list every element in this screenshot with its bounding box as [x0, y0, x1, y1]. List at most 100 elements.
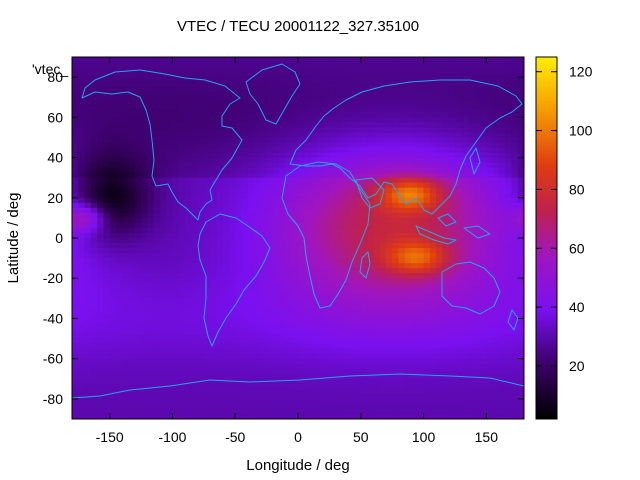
heatmap-cell: [316, 217, 324, 224]
heatmap-cell: [115, 122, 123, 128]
heatmap-cell: [272, 288, 280, 294]
heatmap-cell: [316, 157, 324, 164]
heatmap-cell: [153, 232, 161, 239]
heatmap-cell: [310, 222, 318, 229]
heatmap-cell: [492, 303, 500, 309]
heatmap-cell: [323, 313, 330, 320]
heatmap-cell: [348, 112, 356, 118]
heatmap-cell: [228, 182, 236, 189]
heatmap-cell: [128, 308, 136, 315]
heatmap-cell: [517, 92, 524, 98]
heatmap-cell: [222, 253, 230, 259]
heatmap-cell: [185, 97, 192, 103]
heatmap-cell: [379, 137, 387, 144]
heatmap-cell: [147, 263, 155, 269]
heatmap-cell: [122, 172, 130, 179]
heatmap-cell: [185, 368, 192, 375]
heatmap-cell: [128, 268, 136, 274]
heatmap-cell: [272, 107, 280, 113]
heatmap-cell: [159, 338, 167, 345]
heatmap-cell: [272, 117, 280, 123]
heatmap-cell: [323, 232, 330, 239]
heatmap-cell: [316, 398, 324, 405]
heatmap-cell: [310, 378, 318, 385]
heatmap-cell: [153, 388, 161, 395]
heatmap-cell: [310, 187, 318, 194]
heatmap-cell: [436, 378, 443, 385]
heatmap-cell: [153, 117, 161, 123]
heatmap-cell: [272, 383, 280, 390]
heatmap-cell: [153, 368, 161, 375]
heatmap-cell: [134, 162, 142, 169]
heatmap-cell: [279, 112, 287, 118]
heatmap-cell: [84, 298, 92, 304]
heatmap-cell: [341, 132, 349, 139]
heatmap-cell: [298, 283, 305, 289]
heatmap-cell: [285, 182, 293, 189]
heatmap-cell: [404, 368, 412, 375]
heatmap-cell: [147, 122, 155, 128]
heatmap-cell: [272, 87, 280, 93]
heatmap-cell: [367, 293, 374, 299]
heatmap-cell: [480, 338, 487, 345]
heatmap-cell: [134, 187, 142, 194]
heatmap-cell: [404, 172, 412, 179]
heatmap-cell: [285, 378, 293, 385]
heatmap-cell: [404, 313, 412, 320]
heatmap-cell: [486, 97, 494, 103]
heatmap-cell: [436, 137, 443, 144]
heatmap-cell: [417, 62, 425, 68]
heatmap-cell: [505, 177, 513, 184]
heatmap-cell: [442, 127, 450, 134]
heatmap-cell: [222, 132, 230, 139]
heatmap-cell: [247, 212, 255, 219]
heatmap-cell: [72, 107, 79, 113]
heatmap-cell: [354, 62, 362, 68]
heatmap-cell: [373, 298, 381, 304]
heatmap-cell: [103, 333, 111, 340]
heatmap-cell: [78, 92, 86, 98]
heatmap-cell: [417, 343, 425, 350]
heatmap-cell: [153, 273, 161, 279]
heatmap-cell: [166, 62, 174, 68]
heatmap-cell: [498, 383, 506, 390]
heatmap-cell: [72, 338, 79, 345]
heatmap-cell: [480, 197, 487, 204]
heatmap-cell: [360, 77, 368, 83]
heatmap-cell: [147, 77, 155, 83]
heatmap-cell: [354, 142, 362, 149]
heatmap-cell: [367, 253, 374, 259]
heatmap-cell: [84, 212, 92, 219]
heatmap-cell: [272, 97, 280, 103]
heatmap-cell: [147, 72, 155, 78]
heatmap-cell: [448, 112, 456, 118]
heatmap-cell: [216, 403, 224, 410]
heatmap-cell: [97, 343, 104, 350]
heatmap-cell: [379, 157, 387, 164]
heatmap-cell: [285, 87, 293, 93]
heatmap-cell: [379, 388, 387, 395]
heatmap-cell: [191, 348, 199, 355]
heatmap-cell: [354, 288, 362, 294]
heatmap-cell: [272, 142, 280, 149]
heatmap-cell: [153, 157, 161, 164]
heatmap-cell: [216, 152, 224, 159]
heatmap-cell: [417, 303, 425, 309]
heatmap-cell: [235, 62, 243, 68]
heatmap-cell: [492, 212, 500, 219]
heatmap-cell: [122, 182, 130, 189]
heatmap-cell: [335, 227, 343, 234]
heatmap-cell: [492, 77, 500, 83]
heatmap-cell: [197, 353, 205, 360]
heatmap-cell: [473, 338, 481, 345]
heatmap-cell: [285, 318, 293, 325]
heatmap-cell: [103, 132, 111, 139]
heatmap-cell: [517, 202, 524, 209]
heatmap-cell: [348, 398, 356, 405]
heatmap-cell: [517, 388, 524, 395]
heatmap-cell: [103, 288, 111, 294]
heatmap-cell: [260, 62, 268, 68]
heatmap-cell: [436, 338, 443, 345]
heatmap-cell: [517, 142, 524, 149]
heatmap-cell: [392, 142, 400, 149]
